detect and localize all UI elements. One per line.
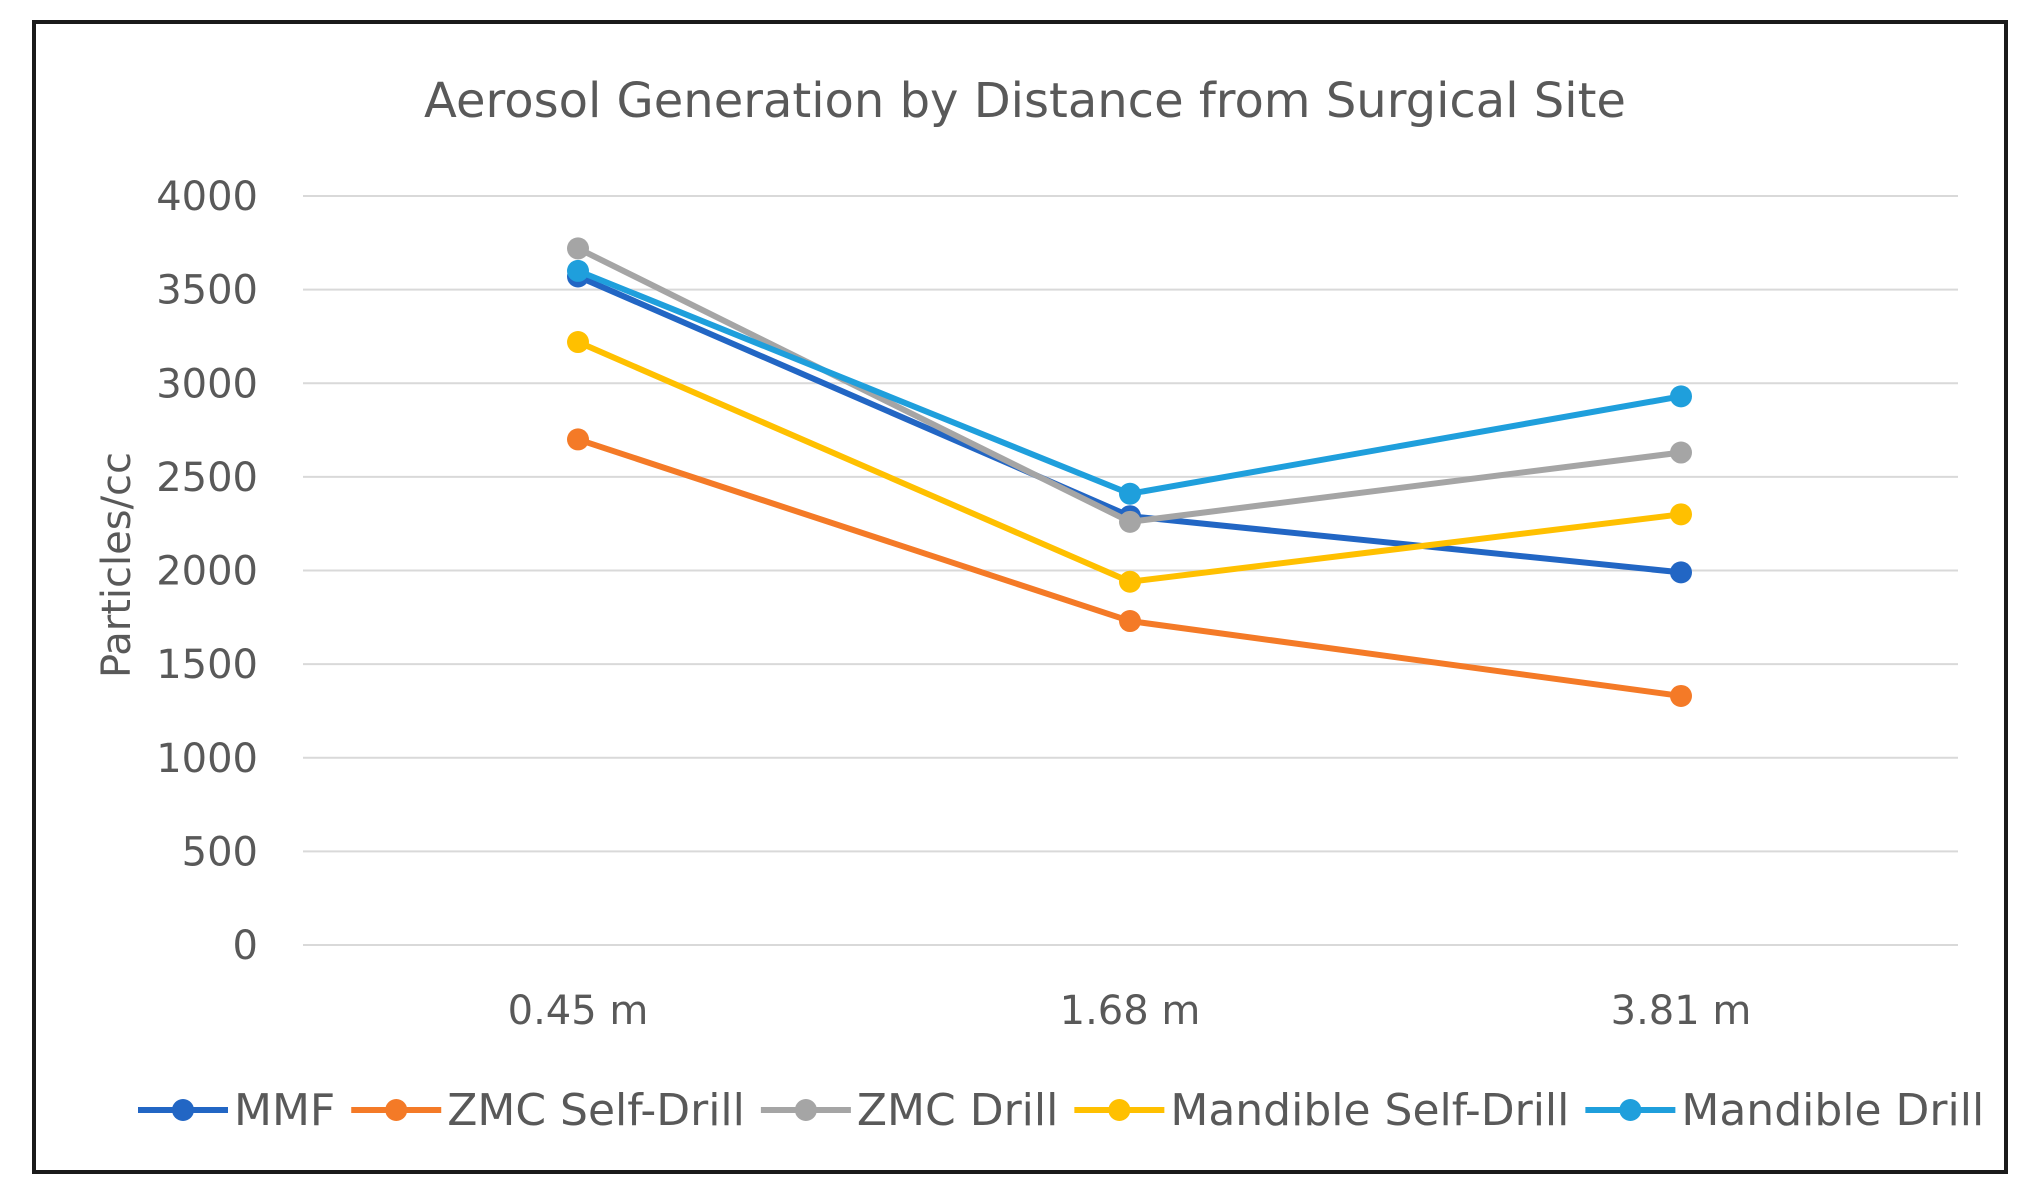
legend-label: ZMC Drill [857,1085,1058,1136]
legend-marker [1108,1099,1131,1121]
legend-item: MMF [138,1085,335,1136]
x-tick-label: 0.45 m [508,988,649,1034]
y-tick-label: 0 [233,923,258,969]
data-point [1119,510,1141,533]
data-point [1670,684,1692,707]
series-lines [567,237,1692,707]
series-line [575,339,1684,585]
legend-label: Mandible Drill [1681,1085,1984,1136]
series-line [575,436,1684,699]
legend-marker [172,1099,194,1121]
legend-marker [1619,1099,1642,1121]
y-tick-label: 3500 [156,268,258,314]
series-mandible-self-drill [567,331,1692,593]
series-zmc-self-drill [567,428,1692,707]
legend-item: ZMC Drill [760,1085,1058,1136]
data-point [567,428,589,451]
gridlines [303,195,1958,946]
data-point [567,237,589,260]
data-point [1670,503,1692,526]
legend-marker [385,1099,408,1121]
y-tick-label: 2500 [156,455,258,501]
x-axis-ticks: 0.45 m 1.68 m 3.81 m [508,988,1752,1034]
y-tick-label: 4000 [156,174,258,220]
data-point [1119,570,1141,593]
x-tick-label: 1.68 m [1060,988,1201,1034]
data-point [1670,561,1692,584]
y-tick-label: 1500 [156,642,258,688]
data-point [567,331,589,354]
legend-item: ZMC Self-Drill [351,1085,745,1136]
chart-frame [32,20,2008,1174]
chart-title: Aerosol Generation by Distance from Surg… [424,73,1626,129]
y-axis-title: Particles/cc [94,452,140,678]
data-point [1119,610,1141,633]
legend-label: MMF [234,1085,335,1136]
y-tick-label: 3000 [156,361,258,407]
x-tick-label: 3.81 m [1611,988,1752,1034]
legend-label: ZMC Self-Drill [447,1085,745,1136]
legend: MMF ZMC Self-Drill ZMC Drill Mandible Self-… [138,1085,1984,1136]
series-zmc-drill [567,237,1692,533]
data-point [1119,482,1141,505]
data-point [567,259,589,282]
legend-item: Mandible Self-Drill [1074,1085,1569,1136]
y-axis-ticks: 0 500 1000 1500 2000 2500 3000 3500 4000 [156,174,258,969]
y-tick-label: 500 [182,829,258,875]
data-point [1670,385,1692,408]
series-mandible-drill [567,259,1692,505]
legend-marker [794,1099,817,1121]
data-point [1670,441,1692,464]
y-tick-label: 1000 [156,736,258,782]
y-tick-label: 2000 [156,549,258,595]
legend-item: Mandible Drill [1585,1085,1984,1136]
legend-label: Mandible Self-Drill [1170,1085,1569,1136]
